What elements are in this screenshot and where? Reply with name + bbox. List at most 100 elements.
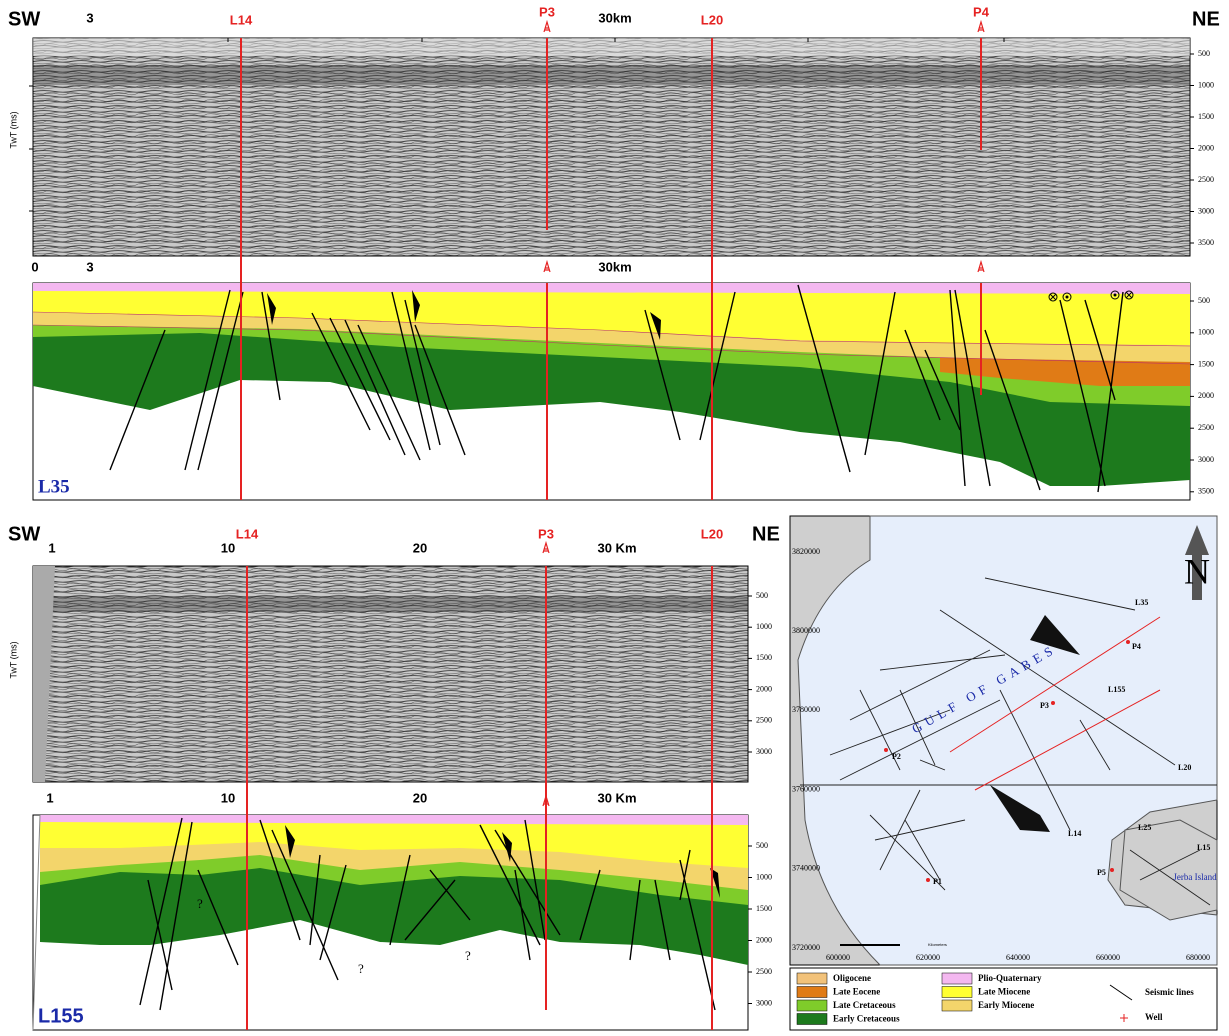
distance-tick: 30km [598, 259, 631, 274]
depth-tick-label: 1000 [756, 872, 772, 881]
legend-label: Early Miocene [978, 1000, 1034, 1010]
depth-tick-label: 1500 [1198, 112, 1214, 121]
depth-tick-label: 2000 [1198, 143, 1214, 152]
easting-label: 640000 [1006, 953, 1030, 962]
depth-ticks: 500 1000 1500 2000 2500 3000 3500 [1190, 49, 1214, 247]
seismic-texture [33, 566, 748, 782]
line-label: L14 [236, 526, 259, 541]
unknown-mark: ? [465, 948, 471, 963]
depth-ticks: 500 1000 1500 2000 2500 3000 3500 [1190, 296, 1214, 496]
depth-tick-label: 1000 [1198, 80, 1214, 89]
legend: Oligocene Late Eocene Late Cretaceous Early… [796, 972, 1042, 1025]
late-miocene [33, 283, 1190, 345]
distance-tick: 0 [31, 259, 38, 274]
map-well-label: P1 [933, 877, 942, 886]
depth-tick-label: 3000 [1198, 455, 1214, 464]
map-line-label: L155 [1108, 685, 1125, 694]
depth-tick-label: 1000 [1198, 328, 1214, 337]
northing-label: 3760000 [792, 784, 820, 793]
edge [33, 566, 55, 782]
well-label: P3 [539, 4, 555, 19]
depth-tick-label: 1500 [1198, 359, 1214, 368]
axis-label: TwT (ms) [8, 111, 18, 148]
depth-tick-label: 1500 [756, 653, 772, 662]
faults [139, 817, 716, 1011]
depth-ticks: 500 1000 1500 2000 2500 3000 [748, 841, 772, 1007]
depth-tick-label: 3000 [756, 998, 772, 1007]
island-label: Jerba Island [1173, 872, 1217, 882]
reflector-band [33, 65, 1190, 85]
tie-lines [240, 38, 982, 500]
line-label: L14 [230, 12, 253, 27]
legend-label: Plio-Quaternary [978, 973, 1042, 983]
northing-label: 3720000 [792, 943, 820, 952]
l35-interpretation [32, 282, 1191, 501]
unknown-mark: ? [358, 961, 364, 976]
unknown-mark: ? [197, 896, 203, 911]
distance-tick: 30 Km [597, 790, 636, 805]
well-label: P4 [973, 4, 990, 19]
section-name: L155 [38, 1005, 84, 1027]
legend-swatch [796, 1013, 828, 1025]
distance-tick: 30km [598, 10, 631, 25]
northing-label: 3800000 [792, 626, 820, 635]
well-icon [543, 21, 551, 33]
distance-tick: 3 [86, 10, 93, 25]
legend-frame [789, 967, 1218, 1031]
depth-tick-label: 500 [1198, 49, 1210, 58]
legend-swatch [796, 986, 828, 998]
seismic-lines [800, 577, 1217, 906]
distance-tick: 10 [221, 790, 235, 805]
sw-label: SW [8, 523, 40, 545]
depth-tick-label: 2500 [1198, 175, 1214, 184]
easting-label: 600000 [826, 953, 850, 962]
l155-seismic [32, 565, 749, 783]
legend-swatch [941, 986, 973, 998]
north-label: N [1184, 551, 1210, 591]
water-column [33, 38, 1190, 56]
depth-tick-label: 3500 [1198, 487, 1214, 496]
map-line-label: L20 [1178, 763, 1191, 772]
seismic-texture [33, 38, 1190, 256]
easting-label: 680000 [1186, 953, 1210, 962]
l35-seismic [32, 37, 1191, 257]
legend-well-symbol [1120, 1014, 1128, 1022]
depth-tick-label: 2000 [756, 684, 772, 693]
northing-label: 3820000 [792, 547, 820, 556]
well-icon [543, 261, 551, 273]
frame-ticks [29, 38, 1005, 212]
faults [109, 284, 1124, 493]
line-label: L20 [701, 526, 723, 541]
reflector-band [33, 596, 748, 612]
well-markers [884, 640, 1130, 882]
red-lines [949, 616, 1161, 791]
legend-swatch [796, 972, 828, 985]
easting-label: 620000 [916, 953, 940, 962]
axis-label: TwT (ms) [8, 641, 18, 678]
legend-label: Early Cretaceous [833, 1014, 900, 1024]
map-well-label: P5 [1097, 868, 1106, 877]
horizons [32, 311, 1191, 365]
depth-tick-label: 2000 [756, 935, 772, 944]
scale-unit: Kilometers [928, 942, 947, 947]
plio-quaternary [40, 815, 748, 825]
depth-tick-label: 1000 [756, 622, 772, 631]
well-icon [542, 542, 550, 554]
depth-tick-label: 500 [756, 841, 768, 850]
ne-label: NE [1192, 8, 1220, 30]
legend-swatch [941, 972, 973, 985]
map-line-label: L15 [1197, 843, 1210, 852]
depth-tick-label: 500 [1198, 296, 1210, 305]
depth-tick-label: 2500 [756, 716, 772, 725]
distance-tick: 1 [46, 790, 53, 805]
distance-tick: 1 [48, 540, 55, 555]
map-coordinates: 3820000 3800000 3780000 3760000 3740000 37200… [792, 547, 1210, 962]
depth-tick-label: 3500 [1198, 238, 1214, 247]
depth-tick-label: 500 [756, 591, 768, 600]
distance-tick: 20 [413, 790, 427, 805]
legend-label: Oligocene [833, 973, 871, 983]
map-line-label: L25 [1138, 823, 1151, 832]
legend-swatch [941, 999, 973, 1012]
distance-tick: 10 [221, 540, 235, 555]
